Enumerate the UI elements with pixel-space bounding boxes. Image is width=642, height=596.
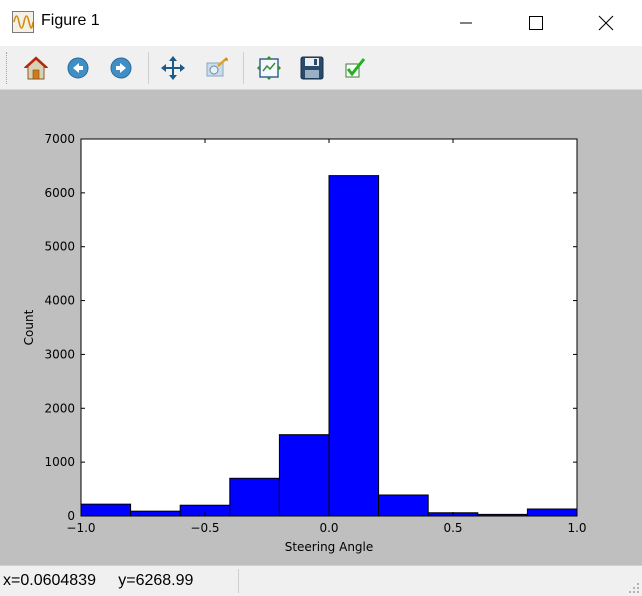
x-coordinate: x=0.0604839	[3, 572, 96, 589]
toolbar-separator	[243, 52, 244, 84]
y-tick-label: 6000	[44, 186, 75, 200]
home-icon	[23, 56, 49, 80]
y-coordinate: y=6268.99	[118, 572, 194, 589]
status-bar: x=0.0604839 y=6268.99	[0, 565, 642, 596]
back-arrow-icon	[67, 57, 89, 79]
floppy-disk-icon	[300, 56, 324, 80]
y-tick-label: 7000	[44, 132, 75, 146]
figure-canvas[interactable]: 0 1000 2000 3000 4000 5000 6000 7000 −1.0 −0.5 0.…	[0, 90, 642, 565]
maximize-icon	[529, 16, 543, 30]
histogram-chart[interactable]: 0 1000 2000 3000 4000 5000 6000 7000 −1.0 −0.5 0.…	[0, 90, 642, 565]
zoom-rect-icon	[206, 57, 228, 77]
close-button[interactable]	[583, 0, 629, 46]
zoom-button[interactable]	[202, 53, 232, 83]
histogram-bar	[328, 175, 380, 517]
status-separator	[238, 569, 239, 593]
histogram-bar	[130, 510, 181, 517]
toolbar-separator	[148, 52, 149, 84]
y-tick-label: 3000	[44, 347, 75, 361]
x-tick-label: 0.5	[443, 521, 462, 535]
home-button[interactable]	[21, 53, 51, 83]
histogram-bar	[378, 494, 429, 517]
y-tick-label: 4000	[44, 294, 75, 308]
save-button[interactable]	[297, 53, 327, 83]
move-arrows-icon	[161, 56, 185, 80]
histogram-bar	[80, 503, 132, 517]
back-button[interactable]	[63, 53, 93, 83]
title-bar: Figure 1	[0, 0, 642, 46]
histogram-bar	[526, 508, 578, 517]
toolbar-grip[interactable]	[6, 52, 9, 84]
y-tick-label: 2000	[44, 401, 75, 415]
x-tick-label: −1.0	[66, 521, 95, 535]
minimize-icon	[460, 22, 472, 24]
coordinate-readout: x=0.0604839 y=6268.99	[3, 572, 193, 590]
x-axis-label: Steering Angle	[285, 540, 374, 554]
x-tick-label: −0.5	[190, 521, 219, 535]
y-tick-label: 0	[67, 509, 75, 523]
checkmark-icon	[345, 58, 366, 78]
edit-parameters-button[interactable]	[340, 53, 370, 83]
close-icon	[598, 15, 614, 31]
subplots-button[interactable]	[254, 53, 284, 83]
resize-grip-icon[interactable]	[628, 582, 640, 594]
matplotlib-figure-icon	[12, 11, 34, 33]
x-tick-label: 1.0	[567, 521, 586, 535]
navigation-toolbar	[0, 46, 642, 90]
x-tick-label: 0.0	[319, 521, 338, 535]
histogram-bar	[229, 477, 280, 517]
minimize-button[interactable]	[443, 0, 489, 46]
pan-button[interactable]	[158, 53, 188, 83]
y-tick-label: 1000	[44, 455, 75, 469]
window-title: Figure 1	[41, 12, 100, 29]
forward-button[interactable]	[106, 53, 136, 83]
histogram-bar	[278, 434, 330, 517]
y-tick-label: 5000	[44, 240, 75, 254]
forward-arrow-icon	[110, 57, 132, 79]
y-axis-label: Count	[22, 309, 36, 345]
maximize-button[interactable]	[512, 0, 558, 46]
subplots-config-icon	[257, 56, 281, 80]
